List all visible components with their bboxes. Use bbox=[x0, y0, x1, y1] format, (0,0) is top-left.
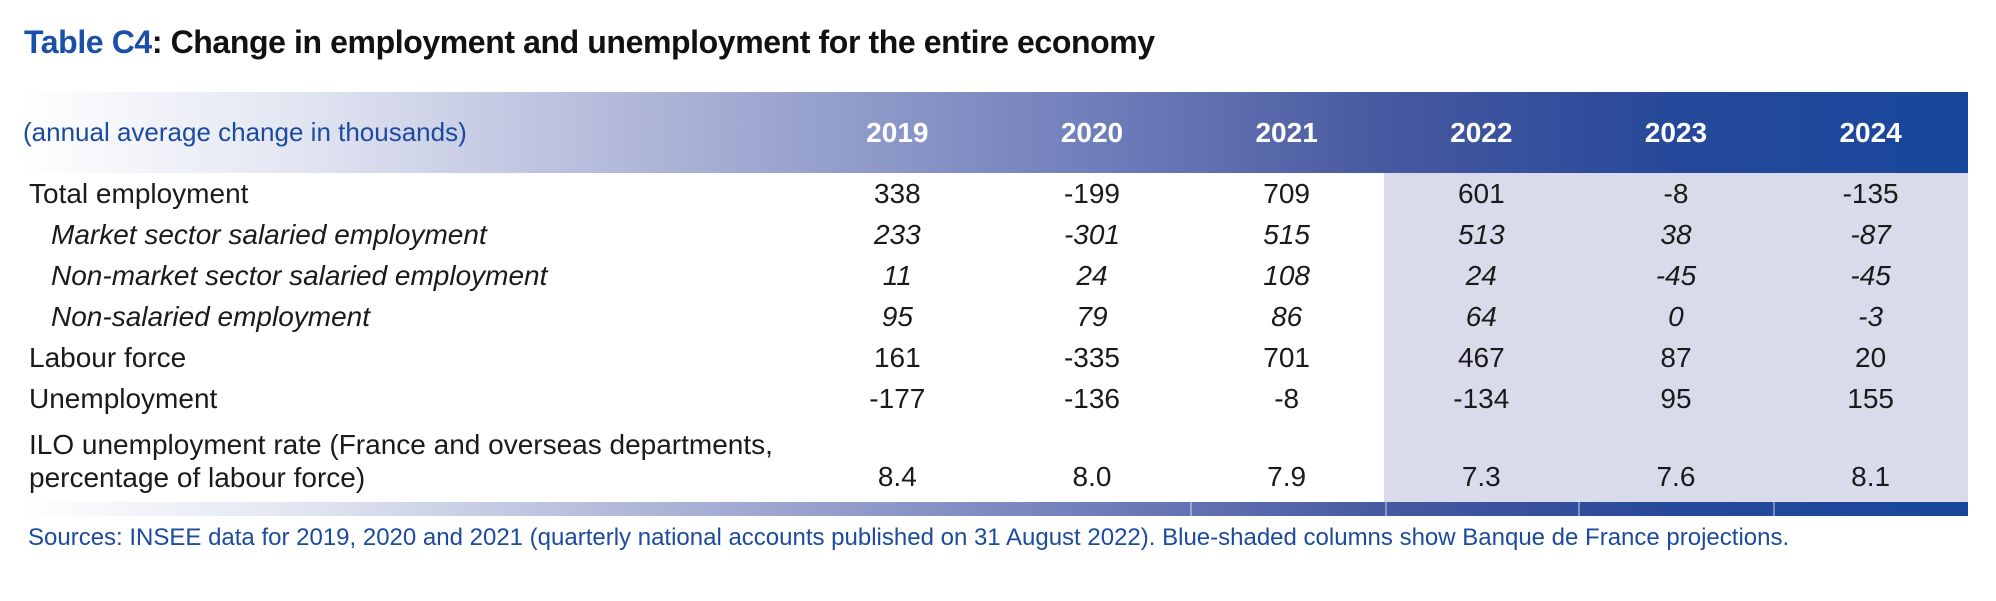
value-cell: 338 bbox=[873, 177, 921, 209]
table-body: Total employment 338 -199 709 601 -8 -13… bbox=[20, 173, 1968, 502]
row-label: Labour force bbox=[29, 341, 187, 373]
value-cell-projection: 0 bbox=[1578, 296, 1774, 337]
value-cell-projection: -87 bbox=[1773, 214, 1968, 255]
row-label: Unemployment bbox=[29, 382, 218, 414]
value-cell-projection: -134 bbox=[1383, 378, 1579, 419]
value-cell: 7.9 bbox=[1267, 461, 1307, 492]
value-cell: 709 bbox=[1263, 177, 1310, 209]
row-label: Total employment bbox=[29, 177, 249, 209]
value-cell-projection: -8 bbox=[1578, 173, 1774, 214]
value-cell: 8.0 bbox=[1072, 461, 1112, 492]
table-bottom-bar bbox=[20, 502, 1968, 516]
year-header-2022: 2022 bbox=[1450, 116, 1513, 148]
source-note: Sources: INSEE data for 2019, 2020 and 2… bbox=[28, 524, 1790, 551]
year-header-2019: 2019 bbox=[866, 116, 929, 148]
value-cell-projection: 513 bbox=[1383, 214, 1579, 255]
value-cell: -8 bbox=[1274, 382, 1300, 414]
value-cell-projection: 38 bbox=[1578, 214, 1774, 255]
year-header-2021: 2021 bbox=[1255, 116, 1318, 148]
row-label: Non-market sector salaried employment bbox=[51, 259, 548, 291]
row-market-sector-salaried: Market sector salaried employment 233 -3… bbox=[20, 214, 1968, 255]
value-cell: 701 bbox=[1263, 341, 1310, 373]
title-separator: : bbox=[151, 24, 171, 60]
row-non-market-sector-salaried: Non-market sector salaried employment 11… bbox=[20, 255, 1968, 296]
row-label-line2: percentage of labour force) bbox=[29, 461, 366, 493]
value-cell-projection: -3 bbox=[1773, 296, 1968, 337]
value-cell: 161 bbox=[873, 341, 921, 373]
value-cell: 108 bbox=[1263, 259, 1310, 291]
bar-separator bbox=[1190, 502, 1192, 516]
page-title: Table C4: Change in employment and unemp… bbox=[24, 24, 1155, 61]
unit-label: (annual average change in thousands) bbox=[23, 117, 467, 147]
value-cell-projection: 155 bbox=[1773, 378, 1968, 419]
value-cell: -177 bbox=[869, 382, 926, 414]
value-cell: 86 bbox=[1271, 300, 1303, 332]
value-cell-projection: 24 bbox=[1383, 255, 1579, 296]
row-ilo-unemployment-rate: ILO unemployment rate (France and overse… bbox=[20, 419, 1968, 502]
value-cell-projection: 7.6 bbox=[1578, 419, 1774, 502]
value-cell: 95 bbox=[881, 300, 913, 332]
value-cell: -199 bbox=[1063, 177, 1120, 209]
year-header-2024: 2024 bbox=[1839, 116, 1902, 148]
value-cell-projection: 64 bbox=[1383, 296, 1579, 337]
value-cell: -136 bbox=[1063, 382, 1120, 414]
table-header-band: (annual average change in thousands) 201… bbox=[20, 92, 1968, 173]
row-label: Non-salaried employment bbox=[51, 300, 371, 332]
value-cell-projection: -45 bbox=[1578, 255, 1774, 296]
row-labour-force: Labour force 161 -335 701 467 87 20 bbox=[20, 337, 1968, 378]
value-cell: 79 bbox=[1076, 300, 1108, 332]
value-cell-projection: 20 bbox=[1773, 337, 1968, 378]
value-cell-projection: 467 bbox=[1383, 337, 1579, 378]
row-label: Market sector salaried employment bbox=[51, 218, 487, 250]
value-cell: 233 bbox=[873, 218, 921, 250]
value-cell: 515 bbox=[1263, 218, 1310, 250]
year-header-2020: 2020 bbox=[1060, 116, 1124, 148]
row-label-line1: ILO unemployment rate (France and overse… bbox=[29, 428, 773, 460]
value-cell-projection: 87 bbox=[1578, 337, 1774, 378]
value-cell: 11 bbox=[882, 259, 912, 291]
value-cell-projection: -135 bbox=[1773, 173, 1968, 214]
row-total-employment: Total employment 338 -199 709 601 -8 -13… bbox=[20, 173, 1968, 214]
bar-separator bbox=[1385, 502, 1387, 516]
year-header-2023: 2023 bbox=[1644, 116, 1708, 148]
value-cell: -335 bbox=[1063, 341, 1120, 373]
row-label: ILO unemployment rate (France and overse… bbox=[20, 419, 800, 502]
value-cell: 24 bbox=[1076, 259, 1108, 291]
value-cell-projection: -45 bbox=[1773, 255, 1968, 296]
title-text: Change in employment and unemployment fo… bbox=[170, 24, 1156, 60]
value-cell-projection: 601 bbox=[1383, 173, 1579, 214]
bar-separator bbox=[1578, 502, 1580, 516]
bar-separator bbox=[1773, 502, 1775, 516]
value-cell-projection: 95 bbox=[1578, 378, 1774, 419]
table-number: Table C4 bbox=[24, 24, 152, 60]
value-cell: -301 bbox=[1063, 218, 1120, 250]
value-cell: 8.4 bbox=[877, 461, 917, 492]
row-non-salaried: Non-salaried employment 95 79 86 64 0 -3 bbox=[20, 296, 1968, 337]
value-cell-projection: 7.3 bbox=[1383, 419, 1579, 502]
value-cell-projection: 8.1 bbox=[1773, 419, 1968, 502]
row-unemployment: Unemployment -177 -136 -8 -134 95 155 bbox=[20, 378, 1968, 419]
